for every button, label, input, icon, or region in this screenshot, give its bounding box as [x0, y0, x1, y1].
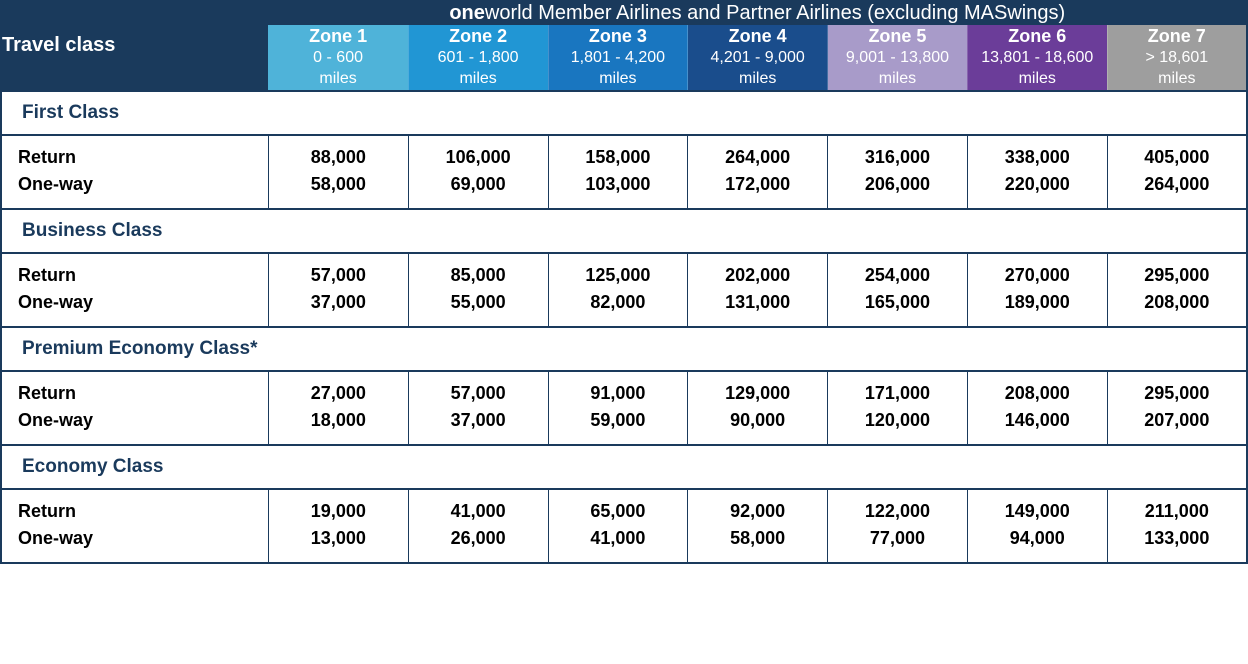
- table-row: Return One-way 88,00058,000 106,00069,00…: [1, 135, 1247, 209]
- value-cell: 171,000120,000: [828, 371, 968, 445]
- zone-header-4: Zone 4 4,201 - 9,000 miles: [688, 25, 828, 91]
- zone-title: Zone 7: [1108, 25, 1246, 48]
- zone-title: Zone 4: [688, 25, 827, 48]
- value-cell: 338,000220,000: [967, 135, 1107, 209]
- zone-title: Zone 1: [268, 25, 407, 48]
- value-cell: 405,000264,000: [1107, 135, 1247, 209]
- zone-range: > 18,601: [1108, 48, 1246, 69]
- zone-miles: miles: [968, 69, 1107, 90]
- return-label: Return: [18, 498, 268, 525]
- zone-header-2: Zone 2 601 - 1,800 miles: [408, 25, 548, 91]
- value-cell: 295,000208,000: [1107, 253, 1247, 327]
- title-rest: world Member Airlines and Partner Airlin…: [485, 2, 1065, 24]
- value-cell: 57,00037,000: [408, 371, 548, 445]
- zone-miles: miles: [268, 69, 407, 90]
- value-cell: 57,00037,000: [268, 253, 408, 327]
- class-header: Business Class: [1, 209, 1247, 253]
- oneway-label: One-way: [18, 525, 268, 552]
- value-cell: 129,00090,000: [688, 371, 828, 445]
- row-labels: Return One-way: [1, 253, 268, 327]
- zone-range: 601 - 1,800: [409, 48, 548, 69]
- value-cell: 158,000103,000: [548, 135, 688, 209]
- zone-header-1: Zone 1 0 - 600 miles: [268, 25, 408, 91]
- value-cell: 202,000131,000: [688, 253, 828, 327]
- zone-header-7: Zone 7 > 18,601 miles: [1107, 25, 1247, 91]
- value-cell: 316,000206,000: [828, 135, 968, 209]
- value-cell: 254,000165,000: [828, 253, 968, 327]
- title-bold: one: [449, 2, 485, 24]
- row-labels: Return One-way: [1, 489, 268, 563]
- value-cell: 91,00059,000: [548, 371, 688, 445]
- table-title: oneworld Member Airlines and Partner Air…: [268, 1, 1247, 25]
- oneway-label: One-way: [18, 407, 268, 434]
- value-cell: 122,00077,000: [828, 489, 968, 563]
- zone-miles: miles: [828, 69, 967, 90]
- zone-header-6: Zone 6 13,801 - 18,600 miles: [967, 25, 1107, 91]
- value-cell: 65,00041,000: [548, 489, 688, 563]
- zone-title: Zone 5: [828, 25, 967, 48]
- value-cell: 149,00094,000: [967, 489, 1107, 563]
- value-cell: 41,00026,000: [408, 489, 548, 563]
- value-cell: 106,00069,000: [408, 135, 548, 209]
- value-cell: 92,00058,000: [688, 489, 828, 563]
- zone-title: Zone 2: [409, 25, 548, 48]
- zone-miles: miles: [549, 69, 688, 90]
- value-cell: 208,000146,000: [967, 371, 1107, 445]
- value-cell: 125,00082,000: [548, 253, 688, 327]
- return-label: Return: [18, 144, 268, 171]
- value-cell: 85,00055,000: [408, 253, 548, 327]
- zone-range: 13,801 - 18,600: [968, 48, 1107, 69]
- class-header: Economy Class: [1, 445, 1247, 489]
- zone-range: 1,801 - 4,200: [549, 48, 688, 69]
- travel-class-label: Travel class: [2, 34, 115, 56]
- zone-title: Zone 6: [968, 25, 1107, 48]
- zone-header-5: Zone 5 9,001 - 13,800 miles: [828, 25, 968, 91]
- value-cell: 270,000189,000: [967, 253, 1107, 327]
- return-label: Return: [18, 380, 268, 407]
- table-row: Return One-way 27,00018,000 57,00037,000…: [1, 371, 1247, 445]
- row-labels: Return One-way: [1, 135, 268, 209]
- zone-miles: miles: [1108, 69, 1246, 90]
- value-cell: 211,000133,000: [1107, 489, 1247, 563]
- zone-miles: miles: [688, 69, 827, 90]
- table-row: Return One-way 19,00013,000 41,00026,000…: [1, 489, 1247, 563]
- value-cell: 264,000172,000: [688, 135, 828, 209]
- award-chart-table: Travel class oneworld Member Airlines an…: [0, 0, 1248, 564]
- row-labels: Return One-way: [1, 371, 268, 445]
- value-cell: 19,00013,000: [268, 489, 408, 563]
- travel-class-header: Travel class: [1, 1, 268, 91]
- zone-range: 4,201 - 9,000: [688, 48, 827, 69]
- zone-title: Zone 3: [549, 25, 688, 48]
- table-row: Return One-way 57,00037,000 85,00055,000…: [1, 253, 1247, 327]
- class-header: First Class: [1, 91, 1247, 135]
- return-label: Return: [18, 262, 268, 289]
- zone-header-3: Zone 3 1,801 - 4,200 miles: [548, 25, 688, 91]
- value-cell: 88,00058,000: [268, 135, 408, 209]
- value-cell: 295,000207,000: [1107, 371, 1247, 445]
- oneway-label: One-way: [18, 289, 268, 316]
- value-cell: 27,00018,000: [268, 371, 408, 445]
- zone-miles: miles: [409, 69, 548, 90]
- class-header: Premium Economy Class*: [1, 327, 1247, 371]
- zone-range: 9,001 - 13,800: [828, 48, 967, 69]
- zone-range: 0 - 600: [268, 48, 407, 69]
- oneway-label: One-way: [18, 171, 268, 198]
